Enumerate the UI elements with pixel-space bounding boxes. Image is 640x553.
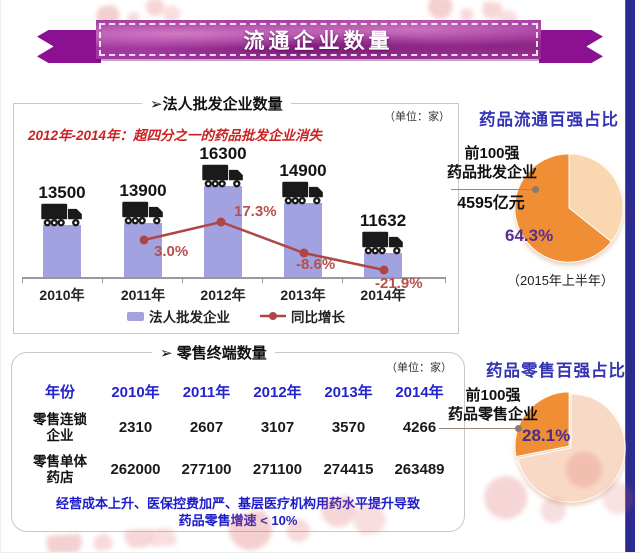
bar-2014 — [364, 253, 402, 277]
table-cell: 4266 — [402, 419, 437, 436]
unit-label: （单位：家） — [384, 111, 450, 123]
growth-point-label: -8.6% — [296, 256, 336, 273]
highlight-note: 2012年-2014年：超四分之一的药品批发企业消失 — [28, 128, 323, 143]
bar-value-label: 16300 — [199, 144, 247, 163]
table-cell: 262000 — [110, 461, 161, 478]
category-label: 2010年 — [39, 287, 85, 303]
retail-table-panel: ➢ 零售终端数量 （单位：家） 年份 2010年 2011年 2012年 201… — [11, 342, 465, 532]
table-header-cell: 年份 — [44, 384, 75, 401]
unit-label: （单位：家） — [386, 362, 452, 374]
page-title: 流通企业数量 — [243, 29, 394, 53]
pie-percent-label: 28.1% — [522, 426, 571, 445]
leader-dot — [532, 186, 539, 193]
banner-dashed-border — [99, 23, 538, 56]
truck-icon — [41, 203, 82, 227]
axis-tick — [342, 277, 343, 283]
growth-point-label: 3.0% — [154, 243, 189, 260]
table-header-cell: 2011年 — [182, 384, 231, 401]
wholesale-panel-title: ➢法人批发企业数量 — [142, 93, 291, 114]
legend: 法人批发企业 同比增长 — [14, 306, 458, 326]
table-cell: 263489 — [394, 461, 445, 478]
table-cell: 3570 — [331, 419, 366, 436]
axis-tick — [22, 277, 23, 283]
leader-dot — [515, 425, 522, 432]
banner-ribbon-tail-right — [539, 30, 603, 63]
category-label: 2012年 — [200, 287, 246, 303]
axis-tick — [262, 277, 263, 283]
table-header-cell: 2013年 — [324, 384, 373, 401]
table-cell: 2310 — [118, 419, 153, 436]
wholesale-chart-panel: ➢法人批发企业数量 （单位：家） 2012年-2014年：超四分之一的药品批发企… — [13, 93, 459, 334]
growth-point-label: 17.3% — [234, 203, 277, 220]
pie-caption: （2015年上半年） — [507, 273, 614, 288]
retail-panel-title: ➢ 零售终端数量 — [152, 342, 275, 363]
pie-percent-label: 64.3% — [505, 226, 554, 245]
banner-ribbon-tail-left — [37, 30, 101, 63]
bar-value-label: 14900 — [279, 161, 327, 180]
leader-line — [451, 186, 539, 193]
legend-line-label: 同比增长 — [291, 310, 345, 325]
callout-line: 药品批发企业 — [446, 164, 537, 181]
bar-value-label: 13900 — [119, 181, 167, 200]
table-note-line2: 药品零售增速 < 10% — [178, 513, 298, 528]
truck-icon — [202, 164, 243, 188]
category-label: 2013年 — [280, 287, 326, 303]
legend-item-line: 同比增长 — [260, 306, 345, 326]
line-marker-icon — [260, 312, 286, 320]
axis-tick — [182, 277, 183, 283]
bar-value-label: 11632 — [359, 211, 407, 230]
wholesale-pie-title: 药品流通百强占比 — [479, 111, 619, 129]
table-row-label: 零售单体药店 — [33, 454, 87, 485]
callout-amount: 4595亿元 — [457, 195, 525, 212]
callout-line: 前100强 — [464, 145, 520, 162]
truck-icon — [122, 201, 163, 225]
callout-line: 药品零售企业 — [447, 406, 538, 423]
retail-pie-callout: 前100强 药品零售企业 — [437, 386, 549, 424]
truck-icon — [362, 231, 403, 255]
right-border-stripe — [625, 0, 635, 552]
category-label: 2014年 — [360, 287, 406, 303]
bar-2012 — [204, 186, 242, 277]
pie-chart-wholesale-top100 — [512, 151, 626, 265]
truck-icon — [282, 181, 323, 205]
table-cell: 3107 — [260, 419, 295, 436]
pie-chart-retail-top100 — [514, 391, 628, 505]
axis-tick — [102, 277, 103, 283]
leader-line — [439, 425, 522, 432]
bar-swatch-icon — [127, 311, 144, 321]
axis-tick — [445, 277, 446, 283]
legend-item-bar: 法人批发企业 — [127, 306, 230, 326]
legend-bar-label: 法人批发企业 — [149, 310, 230, 325]
callout-line: 前100强 — [465, 387, 521, 404]
table-header-cell: 2014年 — [395, 384, 444, 401]
table-row-label: 零售连锁企业 — [33, 412, 87, 443]
wholesale-pie-callout: 前100强 药品批发企业 — [437, 144, 547, 182]
table-header-cell: 2012年 — [253, 384, 302, 401]
bar-value-label: 13500 — [38, 183, 86, 202]
table-note-line1: 经营成本上升、医保控费加严、基层医疗机构用药水平提升导致 — [55, 496, 420, 511]
table-cell: 274415 — [323, 461, 374, 478]
bar-2010 — [43, 225, 81, 277]
banner: 流通企业数量 — [96, 20, 541, 59]
table-header-cell: 2010年 — [111, 384, 160, 401]
table-cell: 271100 — [252, 461, 303, 478]
category-label: 2011年 — [120, 287, 166, 303]
growth-point-label: -21.9% — [375, 275, 423, 292]
x-axis — [22, 277, 446, 279]
retail-table: 年份 2010年 2011年 2012年 2013年 2014年 零售连锁企业 … — [20, 379, 456, 491]
retail-pie-title: 药品零售百强占比 — [486, 362, 626, 380]
table-cell: 277100 — [181, 461, 232, 478]
table-cell: 2607 — [189, 419, 224, 436]
